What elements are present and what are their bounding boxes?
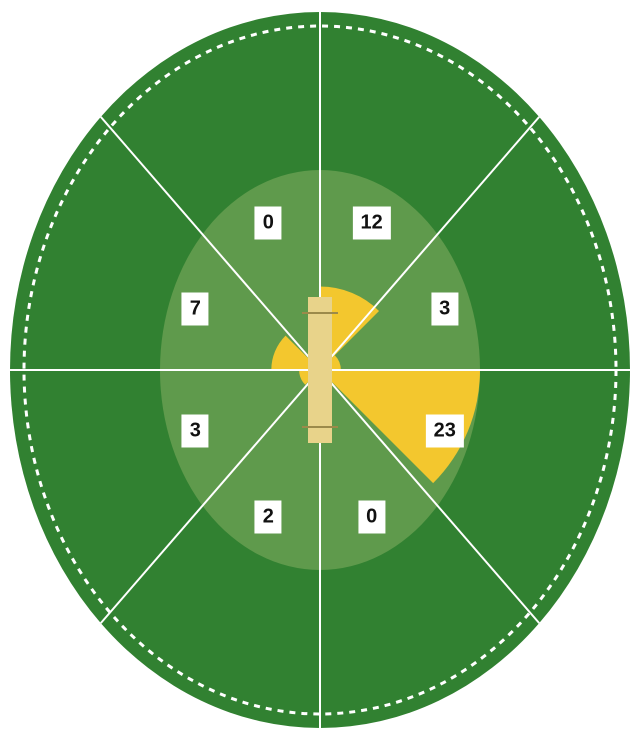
sector-label: 3 [431,293,458,326]
wagon-wheel-svg [0,0,640,739]
sector-label: 12 [353,206,391,239]
wagon-wheel-chart: 1232302370 [0,0,640,739]
sector-label: 0 [255,206,282,239]
sector-label: 23 [426,414,464,447]
sector-label: 2 [255,501,282,534]
sector-label: 0 [358,501,385,534]
sector-label: 3 [182,414,209,447]
sector-label: 7 [182,293,209,326]
